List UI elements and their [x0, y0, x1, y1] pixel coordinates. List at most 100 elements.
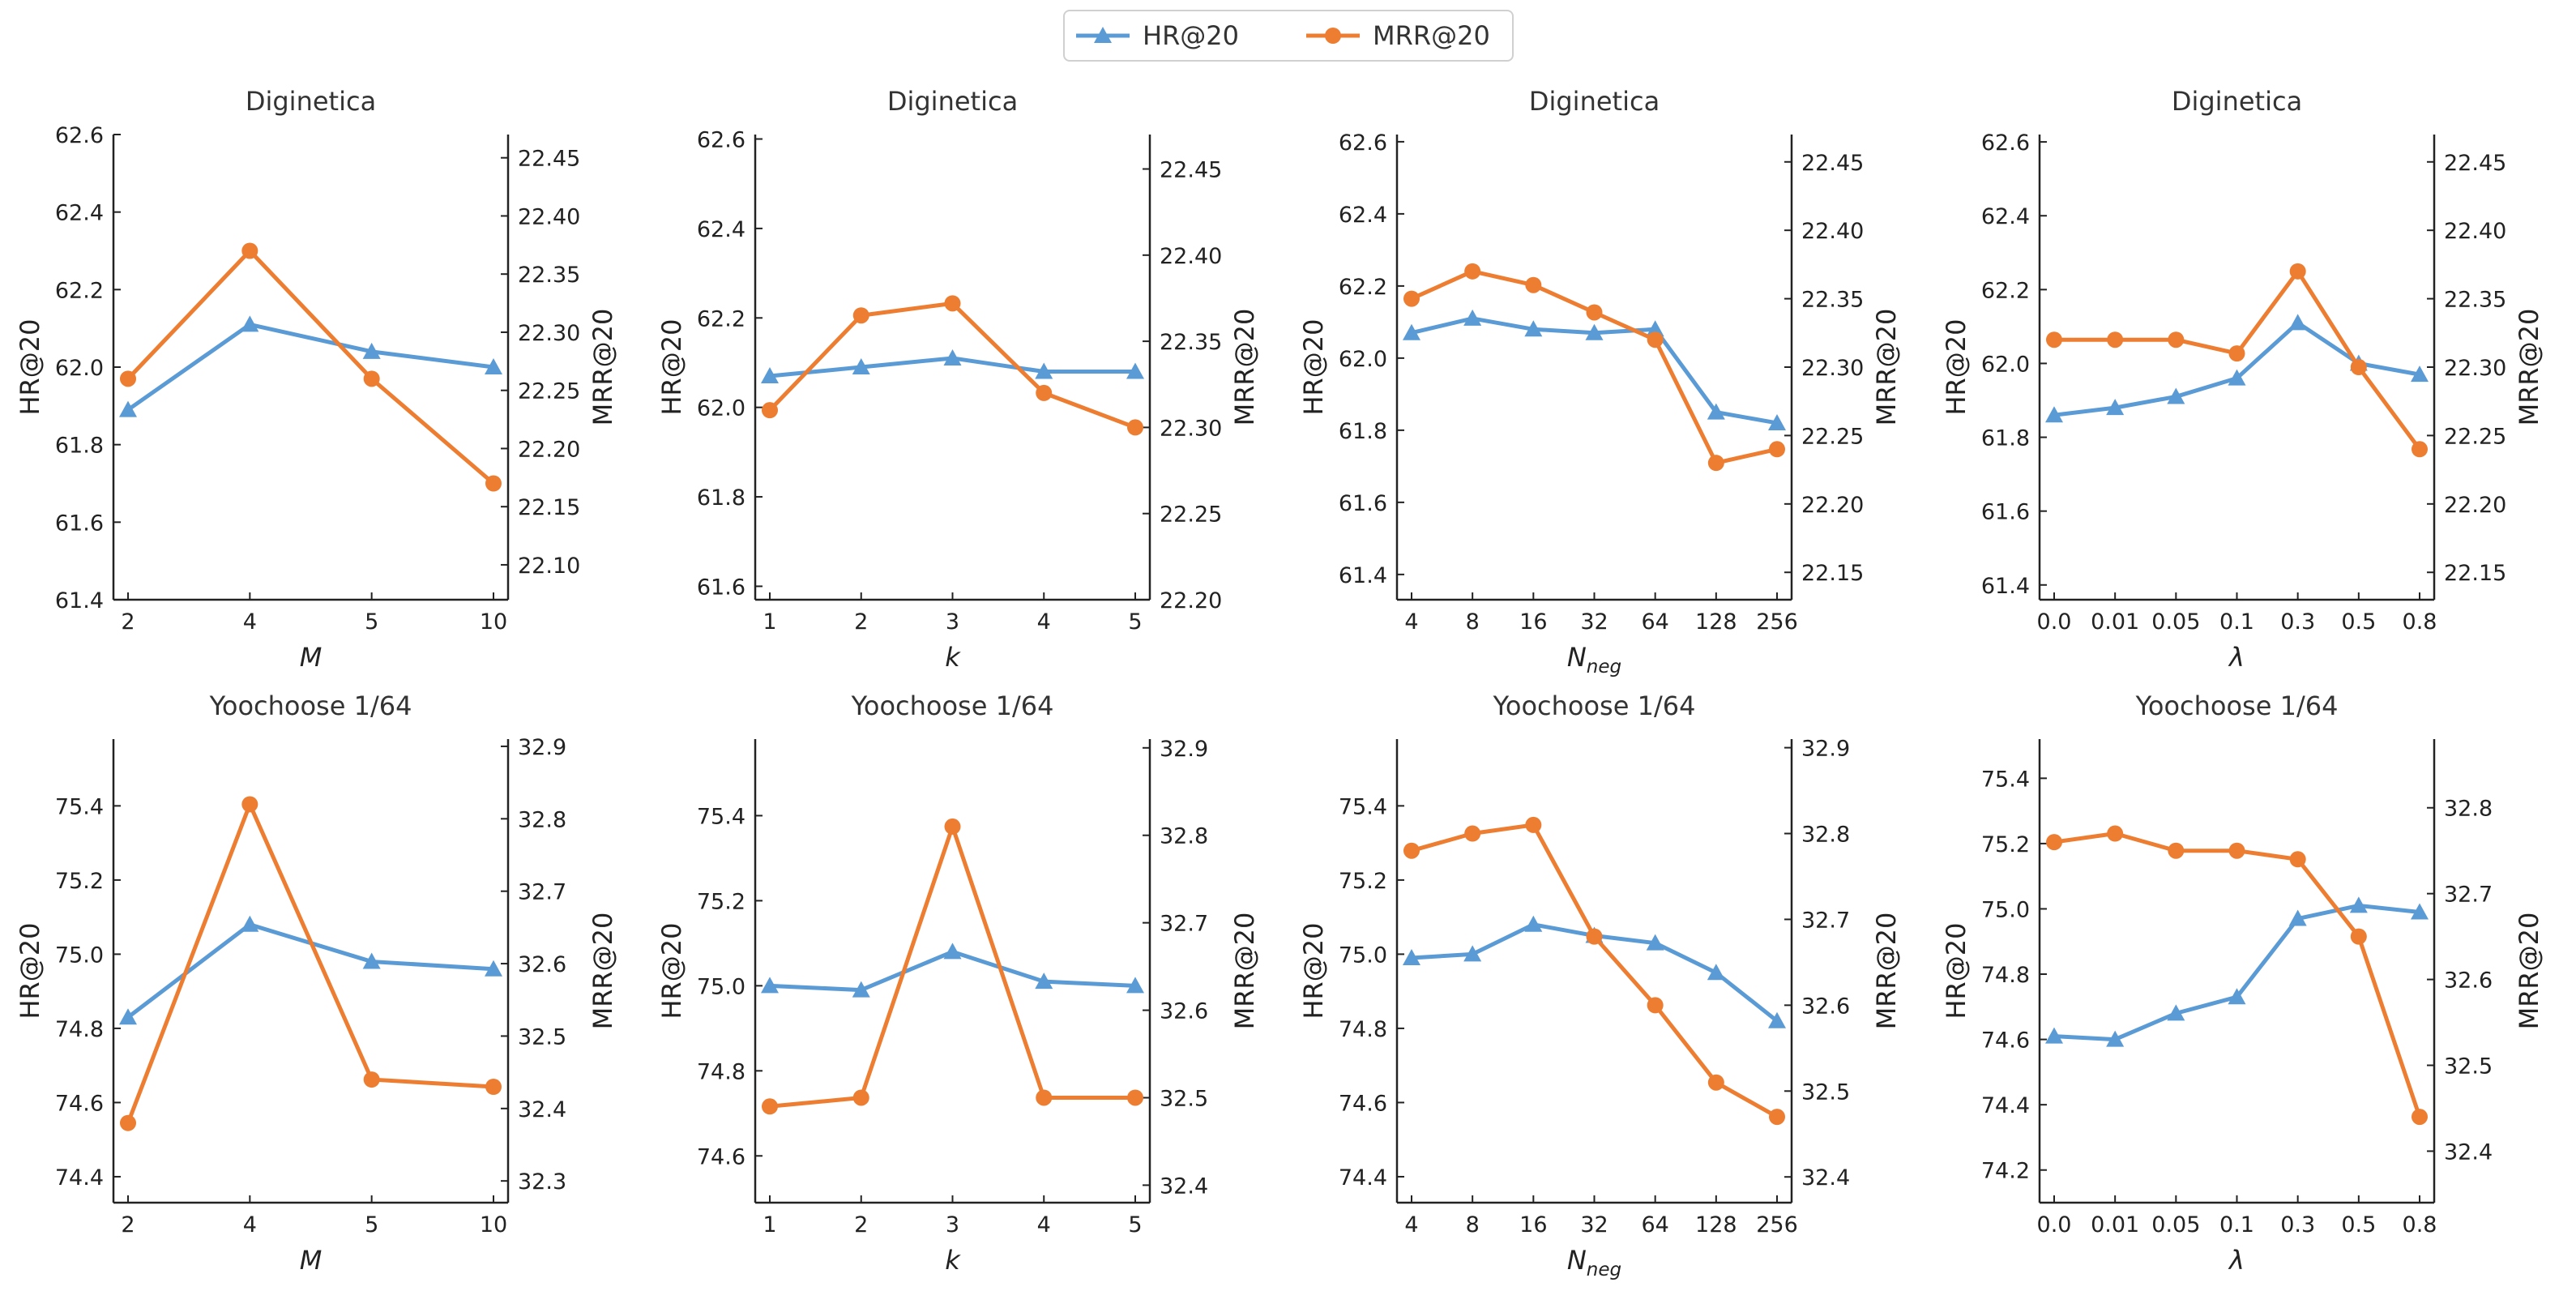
- left-tick-label: 62.0: [697, 396, 745, 421]
- hr-data-point: [2106, 399, 2125, 416]
- mrr-data-point: [120, 370, 136, 387]
- hr-data-point: [1646, 934, 1664, 951]
- mrr-data-point: [1525, 816, 1542, 833]
- right-tick-label: 32.7: [2444, 883, 2493, 908]
- mrr-data-point: [241, 796, 258, 813]
- left-tick-label: 61.6: [697, 575, 745, 600]
- left-tick-label: 74.8: [1339, 1017, 1387, 1042]
- hr-data-point: [943, 943, 962, 960]
- x-tick-label: 256: [1756, 609, 1798, 635]
- x-axis-label-subscript: neg: [1587, 1259, 1621, 1280]
- x-tick-label: 5: [1128, 1212, 1142, 1238]
- right-tick-label: 22.30: [1801, 356, 1864, 381]
- x-tick-label: 4: [1404, 1212, 1418, 1238]
- left-tick-label: 75.2: [1981, 832, 2030, 857]
- x-tick-label: 4: [1037, 609, 1051, 635]
- chart-panel-5: Yoochoose 1/64 74.4 74.6 74.8 75.0 75.2 75.4 32…: [15, 690, 618, 1276]
- mrr-data-point: [1525, 276, 1542, 293]
- left-tick-label: 74.6: [1981, 1028, 2030, 1054]
- right-tick-label: 22.30: [518, 321, 580, 346]
- right-tick-label: 32.7: [518, 880, 566, 905]
- left-tick-label: 61.4: [55, 588, 104, 613]
- x-tick-label: 0.5: [2341, 609, 2376, 635]
- right-axis-label: MRR@20: [1229, 913, 1260, 1030]
- chart-title: Yoochoose 1/64: [851, 690, 1054, 721]
- mrr-data-point: [1127, 1089, 1143, 1106]
- mrr-data-point: [2168, 842, 2185, 859]
- left-axis-label: HR@20: [1941, 318, 1972, 415]
- x-axis-label-main: N: [1567, 1245, 1587, 1276]
- right-tick-label: 22.25: [2444, 424, 2506, 449]
- x-tick-label: 2: [121, 1212, 135, 1238]
- hr-data-point: [2349, 896, 2368, 913]
- right-tick-label: 22.45: [518, 147, 580, 172]
- hr-data-point: [2228, 988, 2246, 1005]
- mrr-data-point: [1036, 1089, 1053, 1106]
- chart-panel-2: Diginetica 61.6 61.8 62.0 62.2 62.4 62.6 22.20 2…: [656, 86, 1260, 673]
- mrr-data-point: [2046, 834, 2062, 851]
- right-tick-label: 22.40: [1160, 244, 1222, 269]
- hr-data-point: [2167, 387, 2185, 404]
- right-tick-label: 22.30: [1160, 416, 1222, 441]
- mrr-data-point: [2107, 331, 2124, 348]
- mrr-data-point: [762, 1098, 778, 1115]
- mrr-data-point: [2289, 263, 2306, 280]
- x-tick-label: 0.0: [2037, 609, 2072, 635]
- right-axis-label: MRR@20: [2514, 309, 2544, 426]
- chart-title: Diginetica: [1529, 86, 1660, 117]
- x-tick-label: 16: [1519, 1212, 1547, 1238]
- mrr-data-point: [2228, 842, 2245, 859]
- right-tick-label: 22.45: [1160, 158, 1222, 183]
- hr-data-point: [852, 358, 870, 374]
- x-axis-label-main: N: [1567, 642, 1587, 673]
- hr-data-point: [761, 977, 779, 994]
- right-axis-label: MRR@20: [2514, 913, 2544, 1030]
- right-tick-label: 22.35: [1160, 330, 1222, 355]
- mrr-data-point: [363, 1071, 380, 1088]
- left-tick-label: 75.0: [55, 943, 104, 968]
- mrr-series-line: [126, 802, 494, 1124]
- mrr-data-point: [2350, 359, 2367, 375]
- hr-data-point: [241, 315, 259, 332]
- x-tick-label: 4: [1404, 609, 1418, 635]
- x-tick-label: 0.1: [2219, 609, 2254, 635]
- chart-title: Diginetica: [2172, 86, 2302, 117]
- chart-panel-7: Yoochoose 1/64 74.4 74.6 74.8 75.0 75.2 75.4 32…: [1298, 690, 1902, 1280]
- right-tick-label: 22.35: [518, 263, 580, 288]
- left-tick-label: 74.8: [1981, 963, 2030, 988]
- x-tick-label: 0.8: [2403, 1212, 2437, 1238]
- left-tick-label: 75.0: [1339, 943, 1387, 968]
- right-tick-label: 32.4: [1801, 1165, 1850, 1191]
- hr-data-point: [852, 981, 870, 998]
- x-tick-label: 0.01: [2091, 1212, 2139, 1238]
- left-tick-label: 74.6: [55, 1091, 104, 1116]
- legend-mrr-swatch-icon: [1306, 28, 1360, 44]
- x-tick-label: 256: [1756, 1212, 1798, 1238]
- right-tick-label: 32.9: [1801, 737, 1850, 762]
- mrr-data-point: [2046, 331, 2062, 348]
- hr-data-point: [2411, 903, 2429, 920]
- mrr-data-point: [2412, 441, 2428, 458]
- x-tick-label: 128: [1695, 1212, 1737, 1238]
- x-tick-label: 0.05: [2151, 609, 2200, 635]
- right-tick-label: 22.15: [2444, 561, 2506, 586]
- right-tick-label: 22.20: [2444, 493, 2506, 518]
- hr-data-point: [1126, 977, 1144, 994]
- right-tick-label: 32.5: [2444, 1054, 2493, 1079]
- hr-data-point: [2045, 406, 2063, 423]
- mrr-data-point: [762, 402, 778, 419]
- legend-hr-swatch-icon: [1076, 27, 1130, 43]
- left-tick-label: 74.8: [697, 1059, 745, 1084]
- hr-data-point: [2288, 909, 2307, 926]
- right-tick-label: 22.40: [1801, 219, 1864, 244]
- x-tick-label: 5: [1128, 609, 1142, 635]
- left-axis-label: HR@20: [656, 922, 687, 1019]
- right-tick-label: 22.20: [518, 437, 580, 462]
- mrr-data-point: [2412, 1109, 2428, 1126]
- right-axis-label: MRR@20: [1871, 309, 1902, 426]
- left-tick-label: 74.6: [697, 1144, 745, 1169]
- chart-title: Yoochoose 1/64: [209, 690, 412, 721]
- hr-data-point: [2411, 365, 2429, 383]
- left-tick-label: 62.6: [697, 128, 745, 153]
- mrr-series-line: [1410, 269, 1778, 465]
